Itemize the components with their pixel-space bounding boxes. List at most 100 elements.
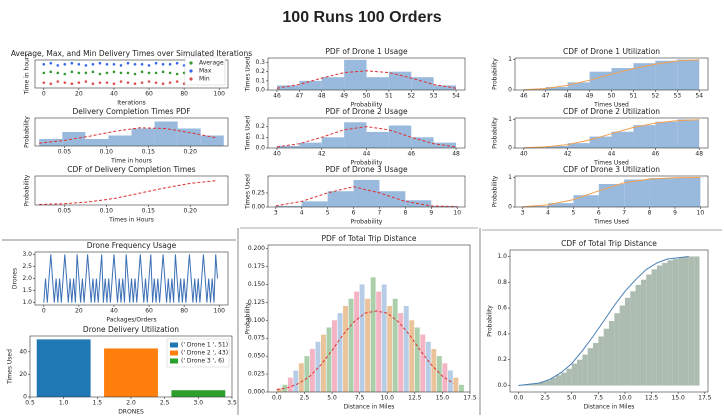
x-tick-label: 9: [673, 210, 677, 217]
scatter-point: [126, 81, 130, 84]
histogram-bar: [348, 298, 354, 392]
plot-frame: [34, 117, 229, 147]
scatter-point: [154, 71, 158, 75]
scatter-point: [168, 81, 172, 84]
y-tick-label: 40: [19, 348, 27, 355]
x-tick-label: 10: [453, 210, 461, 217]
x-tick-label: 0.15: [142, 149, 156, 156]
histogram-bar: [550, 377, 556, 386]
x-tick-label: 10.0: [381, 395, 395, 402]
histogram-bar: [598, 336, 604, 386]
histogram-bar: [359, 284, 365, 392]
series-line: [522, 177, 701, 208]
x-tick-label: 48: [318, 93, 326, 100]
x-tick-label: 0.05: [58, 149, 72, 156]
scatter-point: [140, 63, 144, 66]
histogram-bar: [678, 257, 684, 386]
scatter-point: [49, 82, 53, 85]
histogram-bar: [327, 191, 354, 207]
histogram-bar: [577, 359, 583, 386]
scatter-point: [168, 63, 172, 66]
x-tick-label: 100: [214, 308, 226, 315]
histogram-bar: [282, 384, 288, 392]
y-tick-label: 1: [508, 56, 512, 63]
histogram-bar: [603, 328, 609, 386]
histogram-bar: [633, 63, 656, 90]
scatter-point: [133, 72, 137, 76]
scatter-point: [133, 63, 137, 66]
scatter-point: [147, 71, 151, 75]
histogram-bar: [545, 380, 551, 386]
x-tick-label: 44: [608, 151, 616, 158]
histogram-bar: [589, 136, 612, 148]
histogram-bar: [354, 291, 360, 392]
scatter-point: [56, 71, 60, 75]
bar: [104, 348, 158, 397]
x-tick-label: 80: [180, 91, 188, 98]
x-tick-label: 15.0: [672, 395, 686, 402]
scatter-point: [84, 80, 88, 83]
histogram-bar: [624, 297, 631, 386]
legend-label: (' Drone 3 ', 6): [181, 358, 224, 365]
histogram-bar: [379, 191, 406, 207]
scatter-point: [98, 61, 102, 65]
x-tick-label: 4: [546, 210, 550, 217]
legend-swatch: [170, 342, 178, 348]
x-tick-label: 48: [564, 93, 572, 100]
x-tick-label: 8: [648, 210, 652, 217]
histogram-bar: [131, 128, 155, 146]
x-tick-label: 20: [75, 308, 83, 315]
histogram-bar: [337, 313, 343, 392]
histogram-bar: [545, 146, 568, 148]
x-tick-label: 51: [630, 93, 638, 100]
scatter-point: [168, 71, 172, 75]
chart-title: CDF of Drone 3 Utilization: [563, 165, 660, 174]
plot-frame: [267, 175, 466, 208]
plot-area: [35, 176, 228, 205]
y-tick-label: 0.2: [497, 356, 507, 363]
x-tick-label: 2.5: [540, 395, 550, 402]
histogram-bar: [344, 59, 367, 90]
x-tick-label: 9: [429, 210, 433, 217]
y-tick-label: 0.2: [255, 123, 265, 130]
histogram-bar: [431, 205, 458, 207]
x-tick-label: 5.0: [567, 395, 577, 402]
x-tick-label: 0.0: [514, 395, 524, 402]
legend-label: (' Drone 2 ', 43): [181, 350, 228, 357]
y-tick-label: 0.125: [248, 299, 265, 306]
x-tick-label: 60: [145, 91, 153, 98]
histogram-bar: [567, 143, 590, 148]
series-line: [523, 119, 700, 149]
legend-swatch: [170, 350, 178, 356]
x-tick-label: 5.0: [327, 395, 337, 402]
histogram-bar: [177, 128, 201, 146]
x-axis-label: Times Used: [593, 160, 629, 167]
histogram-bar: [548, 203, 574, 207]
histogram-bar: [545, 86, 568, 90]
histogram-bar: [529, 383, 535, 386]
chart-title: PDF of Total Trip Distance: [321, 234, 416, 243]
x-tick-label: 5: [326, 210, 330, 217]
histogram-bar: [332, 320, 337, 392]
histogram-bar: [566, 368, 572, 386]
scatter-point: [112, 82, 116, 85]
scatter-point: [49, 61, 53, 65]
histogram-bar: [589, 71, 612, 90]
series-line: [275, 186, 458, 208]
x-tick-label: 12.5: [408, 395, 422, 402]
histogram-bar: [522, 206, 549, 207]
legend-marker: [189, 69, 193, 73]
chart-title: PDF of Drone 3 Usage: [325, 165, 408, 174]
legend-marker: [189, 77, 193, 81]
histogram-bar: [85, 139, 109, 146]
histogram-bar: [674, 177, 701, 207]
y-tick-label: 1.0: [22, 299, 32, 306]
x-tick-label: 3.5: [227, 400, 237, 407]
x-axis-label: Times Used: [593, 102, 629, 109]
x-tick-label: 20: [75, 91, 83, 98]
histogram-bar: [299, 142, 322, 148]
scatter-point: [175, 61, 179, 65]
y-tick-label: 0.2: [255, 68, 265, 75]
y-tick-label: 0.050: [248, 353, 265, 360]
x-tick-label: 46: [273, 93, 281, 100]
